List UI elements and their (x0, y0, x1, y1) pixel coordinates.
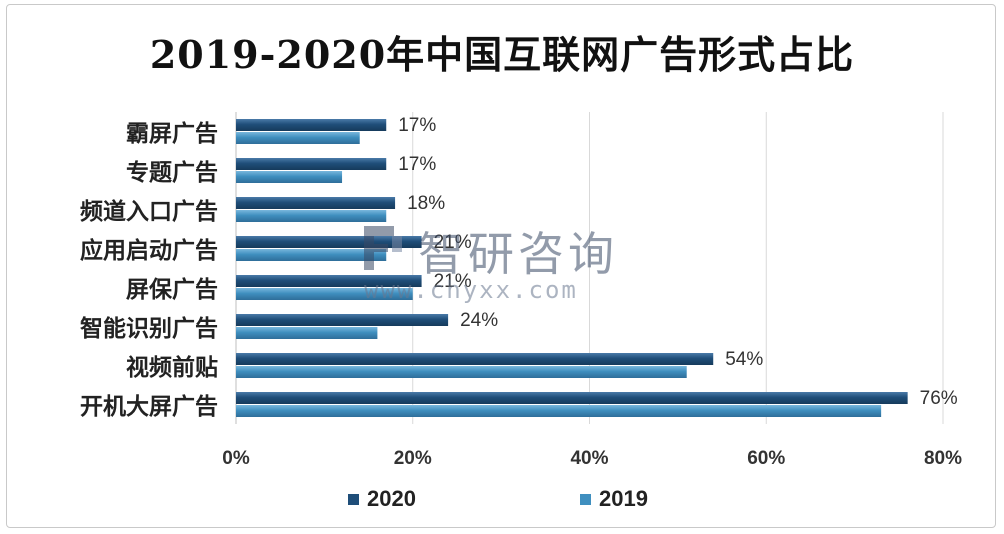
labels: 0% 20% 40% 60% 80% 霸屏广告 17% 专题广告 17% 频道入口广告 18% 应用启… (80, 115, 962, 469)
category-label: 屏保广告 (126, 276, 218, 303)
legend: 2020 2019 (0, 486, 1004, 516)
chart-frame (6, 4, 996, 528)
bar-2019-1 (236, 171, 343, 183)
bar-2020-5 (236, 314, 449, 326)
bar-2019-2 (236, 210, 387, 222)
category-label: 智能识别广告 (80, 315, 218, 342)
category-label: 专题广告 (126, 159, 218, 186)
data-label: 54% (725, 349, 763, 370)
bar-2020-6 (236, 353, 714, 365)
x-tick-label: 0% (222, 448, 250, 469)
legend-swatch-2019 (580, 493, 591, 505)
data-label: 17% (398, 115, 436, 136)
x-tick-label: 40% (570, 448, 608, 469)
category-label: 频道入口广告 (80, 198, 218, 225)
category-label: 应用启动广告 (80, 237, 218, 264)
legend-swatch-2020 (348, 493, 359, 505)
bar-2020-1 (236, 158, 387, 170)
bar-2020-0 (236, 119, 387, 131)
bar-2019-4 (236, 288, 413, 300)
x-tick-label: 20% (394, 448, 432, 469)
data-label: 24% (460, 310, 498, 331)
legend-item-2020: 2020 (348, 486, 416, 512)
category-label: 视频前贴 (126, 354, 218, 381)
legend-item-2019: 2019 (580, 486, 648, 512)
data-label: 18% (407, 193, 445, 214)
category-label: 开机大屏广告 (80, 393, 218, 420)
bar-2020-3 (236, 236, 422, 248)
bar-2020-2 (236, 197, 396, 209)
data-label: 21% (434, 232, 472, 253)
bar-2020-4 (236, 275, 422, 287)
chart-title: 2019-2020年中国互联网广告形式占比 (149, 32, 855, 77)
x-tick-label: 60% (747, 448, 785, 469)
bar-2020-7 (236, 392, 908, 404)
bar-2019-3 (236, 249, 387, 261)
legend-label-2019: 2019 (599, 486, 648, 511)
category-label: 霸屏广告 (126, 120, 218, 147)
legend-label-2020: 2020 (367, 486, 416, 511)
bar-2019-7 (236, 405, 882, 417)
x-tick-label: 80% (924, 448, 962, 469)
bar-2019-5 (236, 327, 378, 339)
data-label: 76% (920, 388, 958, 409)
data-label: 21% (434, 271, 472, 292)
data-label: 17% (398, 154, 436, 175)
bars (236, 119, 908, 417)
bar-2019-0 (236, 132, 360, 144)
bar-2019-6 (236, 366, 687, 378)
